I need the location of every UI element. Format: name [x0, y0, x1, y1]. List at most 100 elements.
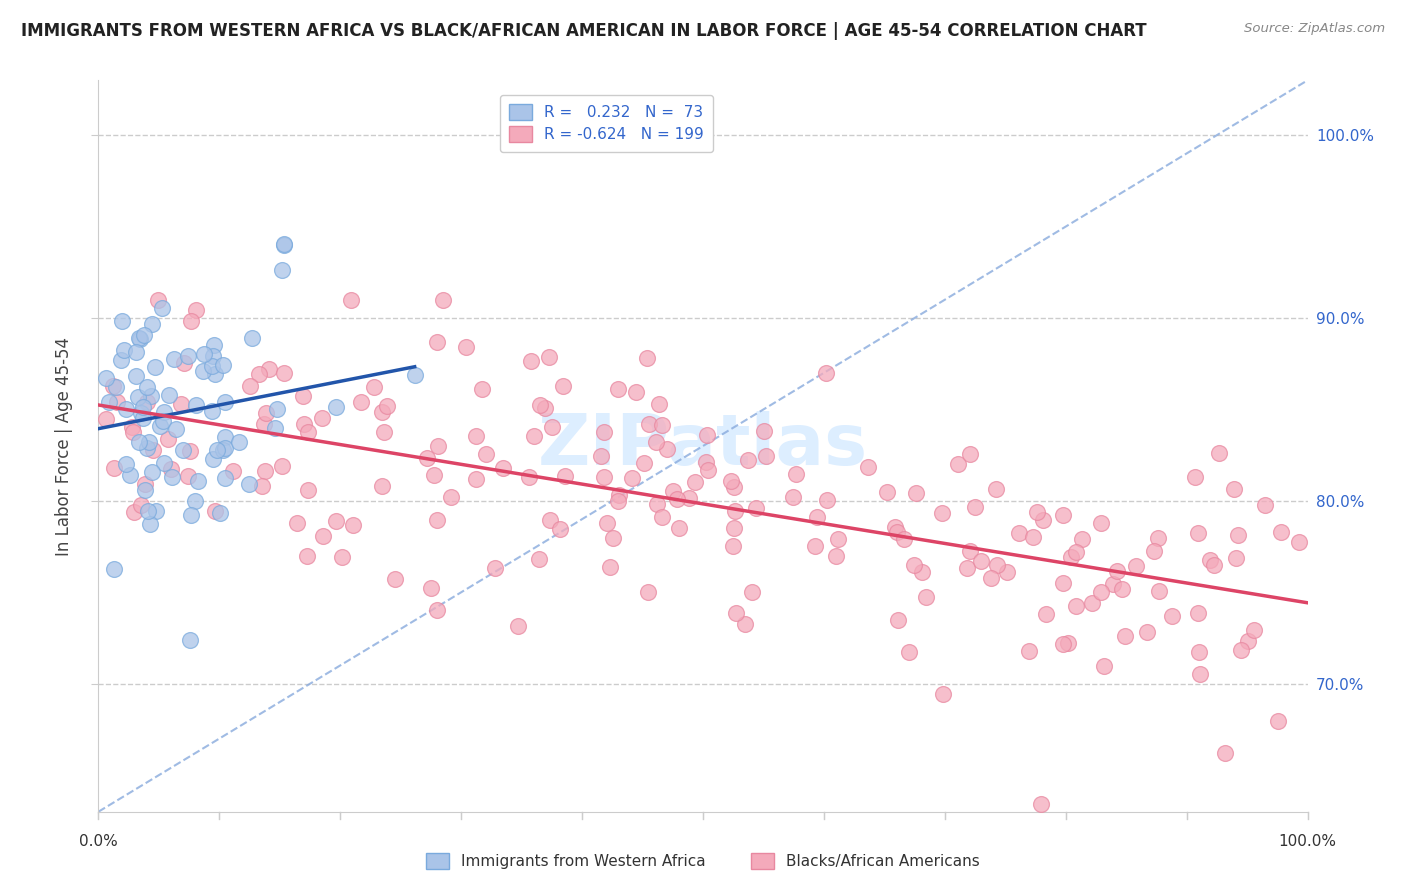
Point [1161, 609, 1184, 624]
Point [946, 457, 969, 471]
Point [157, 388, 180, 402]
Point [420, 581, 443, 595]
Point [724, 606, 747, 620]
Point [257, 361, 280, 376]
Point [1060, 550, 1083, 565]
Point [911, 565, 934, 579]
Point [1254, 498, 1277, 512]
Point [134, 483, 156, 497]
Point [270, 458, 292, 473]
Point [204, 338, 226, 352]
Point [184, 398, 207, 412]
Point [177, 468, 200, 483]
Point [173, 356, 195, 370]
Point [270, 263, 292, 277]
Point [273, 366, 295, 380]
Text: 0.0%: 0.0% [79, 834, 118, 848]
Point [125, 344, 148, 359]
Text: IMMIGRANTS FROM WESTERN AFRICA VS BLACK/AFRICAN AMERICAN IN LABOR FORCE | AGE 45: IMMIGRANTS FROM WESTERN AFRICA VS BLACK/… [21, 22, 1147, 40]
Point [1213, 747, 1236, 761]
Point [592, 425, 614, 439]
Point [291, 389, 314, 403]
Point [856, 460, 879, 475]
Point [645, 497, 668, 511]
Point [956, 561, 979, 575]
Point [214, 471, 236, 485]
Point [370, 478, 392, 492]
Point [179, 444, 201, 458]
Point [1243, 623, 1265, 637]
Point [1101, 577, 1123, 591]
Point [96, 371, 118, 385]
Point [1208, 446, 1230, 460]
Point [1267, 714, 1289, 728]
Point [160, 462, 183, 476]
Point [599, 559, 621, 574]
Point [1188, 645, 1211, 659]
Point [745, 501, 768, 516]
Point [273, 238, 295, 252]
Point [754, 425, 776, 439]
Point [208, 507, 231, 521]
Point [127, 390, 149, 404]
Point [370, 405, 392, 419]
Point [373, 425, 395, 439]
Point [1187, 526, 1209, 541]
Point [1018, 644, 1040, 658]
Point [931, 687, 953, 701]
Point [330, 549, 353, 564]
Point [1147, 583, 1170, 598]
Point [342, 518, 364, 533]
Point [651, 417, 673, 432]
Point [132, 400, 155, 414]
Point [1090, 516, 1112, 530]
Point [350, 395, 373, 409]
Point [986, 558, 1008, 572]
Point [963, 500, 986, 515]
Point [1066, 599, 1088, 613]
Point [273, 237, 295, 252]
Point [678, 491, 700, 506]
Point [105, 395, 128, 409]
Point [157, 433, 180, 447]
Point [297, 425, 319, 439]
Point [723, 521, 745, 535]
Point [325, 514, 347, 528]
Point [696, 427, 718, 442]
Point [211, 443, 233, 458]
Point [1198, 553, 1220, 567]
Point [129, 406, 152, 420]
Point [122, 425, 145, 439]
Point [131, 411, 153, 425]
Point [115, 458, 138, 472]
Point [607, 494, 630, 508]
Point [806, 510, 828, 524]
Point [172, 443, 194, 458]
Point [737, 453, 759, 467]
Point [454, 340, 477, 354]
Point [427, 439, 450, 453]
Point [1187, 606, 1209, 620]
Point [285, 516, 308, 530]
Point [160, 470, 183, 484]
Point [1230, 643, 1253, 657]
Point [129, 498, 152, 512]
Point [1236, 634, 1258, 648]
Point [187, 474, 209, 488]
Point [1189, 667, 1212, 681]
Point [1025, 505, 1047, 519]
Point [297, 483, 319, 497]
Point [1226, 528, 1249, 542]
Point [668, 521, 690, 535]
Point [214, 430, 236, 444]
Point [254, 406, 277, 420]
Point [204, 367, 226, 381]
Point [191, 364, 214, 378]
Point [250, 478, 273, 492]
Point [1029, 797, 1052, 811]
Point [165, 422, 187, 436]
Point [606, 382, 628, 396]
Point [741, 585, 763, 599]
Point [903, 558, 925, 572]
Point [423, 467, 446, 482]
